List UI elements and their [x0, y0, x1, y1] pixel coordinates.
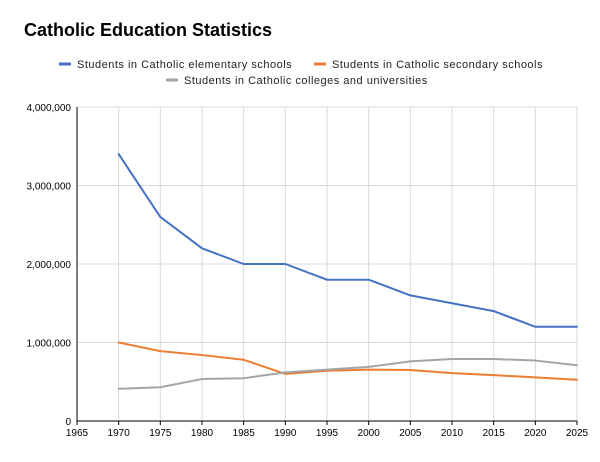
- legend-label-3: Students in Catholic colleges and univer…: [184, 75, 428, 87]
- x-tick-label: 2025: [566, 428, 589, 439]
- x-tick-label: 2015: [483, 428, 506, 439]
- axes: 1965 1970 1975 1980 1985 1990 1995 2000 2005 2010…: [27, 103, 589, 439]
- x-tick-label: 1990: [274, 428, 297, 439]
- x-tick-label: 2020: [524, 428, 547, 439]
- series-line-1: [117, 153, 578, 328]
- y-tick-label: 3,000,000: [27, 182, 72, 193]
- series-layer: [117, 153, 578, 390]
- series-line-2: [117, 341, 578, 381]
- x-tick-label: 1980: [191, 428, 214, 439]
- y-tick-label: 2,000,000: [27, 260, 72, 271]
- y-tick-label: 4,000,000: [27, 103, 72, 114]
- x-tick-label: 2000: [358, 428, 381, 439]
- legend: Students in Catholic elementary schools S…: [59, 59, 543, 87]
- x-tick-label: 2005: [399, 428, 422, 439]
- y-tick-label: 1,000,000: [27, 339, 72, 350]
- y-tick-label: 0: [65, 417, 71, 428]
- x-tick-label: 1970: [108, 428, 131, 439]
- legend-label-1: Students in Catholic elementary schools: [77, 59, 292, 71]
- x-tick-label: 2010: [441, 428, 464, 439]
- grid: [77, 106, 578, 421]
- x-tick-label: 1975: [149, 428, 172, 439]
- series-line-3: [117, 357, 578, 390]
- legend-label-2: Students in Catholic secondary schools: [332, 59, 543, 71]
- chart-title: Catholic Education Statistics: [24, 20, 273, 40]
- x-tick-label: 1985: [233, 428, 256, 439]
- x-tick-label: 1965: [66, 428, 89, 439]
- x-tick-label: 1995: [316, 428, 339, 439]
